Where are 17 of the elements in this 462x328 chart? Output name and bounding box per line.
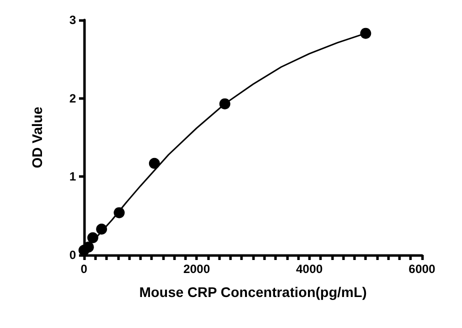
y-tick-label: 2 — [69, 91, 76, 106]
x-tick-label: 6000 — [408, 262, 436, 276]
point — [87, 232, 98, 244]
point — [360, 28, 372, 39]
x-tick-label: 4000 — [296, 262, 324, 276]
y-tick-label: 1 — [69, 170, 76, 184]
x-tick-label: 2000 — [183, 262, 210, 276]
y-axis-title: OD Value — [29, 106, 45, 168]
point — [82, 242, 94, 253]
point — [114, 207, 125, 218]
y-tick-label: 0 — [69, 248, 76, 262]
point — [148, 158, 160, 169]
point — [96, 224, 108, 235]
point — [219, 98, 230, 110]
x-tick-label: 0 — [80, 262, 88, 276]
y-tick-label: 3 — [69, 13, 76, 27]
x-axis-title: Mouse CRP Concentration(pg/mL) — [139, 284, 367, 300]
